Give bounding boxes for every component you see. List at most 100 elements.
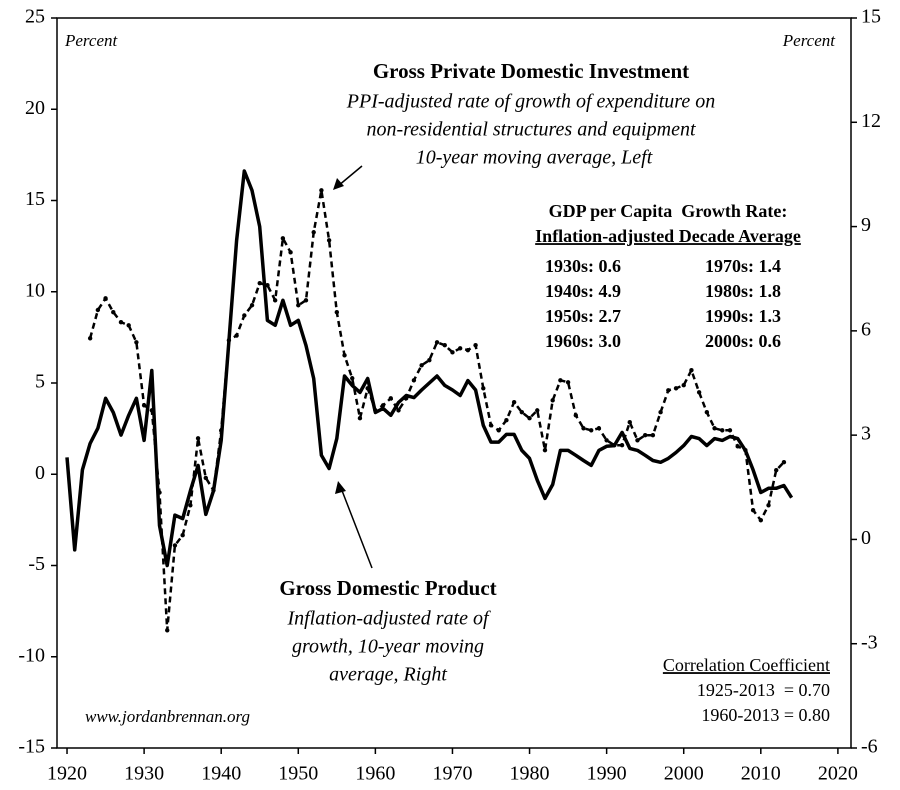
arrow-head	[335, 481, 346, 494]
series-marker	[427, 357, 432, 363]
series-marker	[735, 444, 740, 449]
y2-tick-label: 6	[861, 318, 871, 340]
series-marker	[203, 475, 208, 481]
series-marker	[311, 230, 316, 235]
y-tick-label: -10	[18, 644, 45, 666]
source: www.jordanbrennan.org	[85, 707, 250, 726]
series-marker	[411, 378, 417, 383]
series-marker	[188, 503, 193, 508]
series-marker	[288, 250, 293, 255]
x-tick-label: 1960	[355, 763, 395, 785]
y2-tick-label: -6	[861, 736, 878, 758]
y2-tick-label: -3	[861, 631, 878, 653]
series-marker	[95, 307, 101, 313]
x-tick-label: 1930	[124, 763, 164, 785]
y2-tick-label: 3	[861, 423, 871, 445]
series-marker	[103, 296, 108, 301]
y-tick-label: 15	[25, 188, 45, 210]
series-marker	[473, 343, 478, 348]
series-marker	[573, 413, 578, 418]
series-marker	[766, 503, 771, 508]
annotation-line: growth, 10-year moving	[292, 636, 484, 658]
series-marker	[774, 468, 779, 473]
series-marker	[342, 353, 347, 358]
arrow	[340, 487, 373, 569]
y-tick-label: 20	[25, 97, 45, 119]
series-marker	[527, 416, 532, 421]
series-marker	[141, 403, 147, 408]
y-tick-label: -15	[18, 736, 45, 758]
series-marker	[781, 460, 787, 465]
series-marker	[727, 428, 733, 433]
series-marker	[326, 238, 332, 243]
series-marker	[172, 543, 178, 548]
annotation-title: Gross Private Domestic Investment	[373, 59, 689, 83]
series-marker	[642, 432, 648, 438]
series-marker	[334, 309, 340, 315]
table-title: Inflation-adjusted Decade Average	[535, 226, 801, 246]
series-marker	[689, 368, 694, 373]
series-marker	[303, 298, 309, 303]
series-marker	[457, 346, 463, 351]
series-line	[88, 189, 785, 632]
series-marker	[589, 428, 594, 433]
table-cell: 1940s: 4.9	[545, 281, 621, 301]
table-title: GDP per Capita Growth Rate:	[549, 201, 788, 221]
table-cell: 1960s: 3.0	[545, 331, 621, 351]
series-marker	[712, 426, 717, 431]
series-marker	[357, 416, 363, 421]
y2-tick-label: 15	[861, 6, 881, 28]
x-tick-label: 2000	[664, 763, 704, 785]
x-tick-label: 1970	[432, 763, 472, 785]
y-tick-label: 5	[35, 371, 45, 393]
series-marker	[118, 320, 124, 325]
series-marker	[126, 323, 131, 328]
series-marker	[511, 399, 517, 405]
y-tick-label: 25	[25, 6, 45, 28]
series-marker	[319, 188, 324, 193]
decade-rows: 1930s: 0.6 1970s: 1.4 1940s: 4.9 1980s: 1.8…	[545, 256, 781, 351]
x-tick-label: 1940	[201, 763, 241, 785]
series-marker	[750, 508, 756, 513]
series-marker	[87, 336, 93, 341]
y-tick-label: 0	[35, 462, 45, 484]
series-marker	[627, 420, 632, 425]
y2-tick-label: 0	[861, 527, 871, 549]
annotation-line: non-residential structures and equipment	[366, 119, 695, 141]
series-marker	[650, 432, 656, 438]
annotation-title: Gross Domestic Product	[279, 576, 496, 600]
series-marker	[704, 410, 710, 415]
x-tick-label: 1950	[278, 763, 318, 785]
series-marker	[195, 436, 201, 441]
series-marker	[535, 408, 540, 413]
series-marker	[396, 408, 401, 413]
series-marker	[234, 333, 239, 338]
annotation-line: Inflation-adjusted rate of	[286, 608, 491, 630]
series-marker	[519, 410, 525, 415]
table-cell: 1950s: 2.7	[545, 306, 621, 326]
series-marker	[635, 438, 640, 443]
series-marker	[350, 376, 355, 381]
series-marker	[134, 340, 139, 345]
series-marker	[681, 382, 686, 388]
y-tick-label: -5	[28, 553, 45, 575]
series-marker	[504, 418, 509, 423]
series-marker	[604, 438, 609, 443]
series-line	[65, 169, 794, 568]
y2-tick-label: 12	[861, 110, 881, 132]
arrow	[337, 165, 363, 187]
series-marker	[758, 518, 764, 523]
table-cell: 1980s: 1.8	[705, 281, 781, 301]
series-marker	[272, 298, 278, 303]
series-marker	[442, 343, 447, 348]
series-marker	[465, 347, 471, 353]
series-marker	[720, 428, 725, 433]
series-marker	[673, 386, 679, 391]
series-marker	[658, 410, 663, 415]
series-marker	[558, 378, 563, 383]
series-marker	[165, 628, 170, 633]
table-cell: 1990s: 1.3	[705, 306, 781, 326]
y2-axis-label: Percent	[782, 31, 837, 50]
series-marker	[180, 533, 185, 538]
